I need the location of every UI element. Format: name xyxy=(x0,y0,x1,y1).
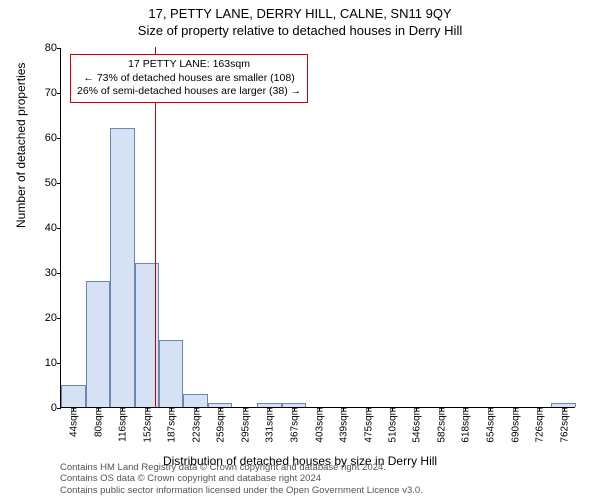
x-tick-label: 223sqm xyxy=(189,407,202,443)
histogram-bar xyxy=(257,403,282,408)
histogram-bar xyxy=(86,281,111,407)
footer-line-2: Contains OS data © Crown copyright and d… xyxy=(60,473,423,484)
x-tick-label: 295sqm xyxy=(238,407,251,443)
histogram-bar xyxy=(183,394,208,408)
y-tick-mark xyxy=(57,408,61,409)
histogram-bar xyxy=(282,403,307,408)
annotation-line-1: 17 PETTY LANE: 163sqm xyxy=(77,58,301,72)
x-tick-label: 80sqm xyxy=(91,407,104,437)
y-tick-mark xyxy=(57,228,61,229)
histogram-bar xyxy=(208,403,233,408)
x-tick-label: 116sqm xyxy=(116,407,129,442)
x-tick-label: 259sqm xyxy=(214,407,227,443)
footer-line-3: Contains public sector information licen… xyxy=(60,485,423,496)
histogram-bar xyxy=(551,403,576,408)
histogram-bar xyxy=(110,128,135,407)
x-tick-label: 618sqm xyxy=(459,407,472,443)
x-tick-label: 403sqm xyxy=(312,407,325,443)
annotation-line-2: ← 73% of detached houses are smaller (10… xyxy=(77,72,301,86)
x-tick-label: 726sqm xyxy=(533,407,546,443)
footer-attribution: Contains HM Land Registry data © Crown c… xyxy=(60,462,423,496)
page-title: 17, PETTY LANE, DERRY HILL, CALNE, SN11 … xyxy=(0,0,600,21)
y-tick-mark xyxy=(57,363,61,364)
y-axis-label: Number of detached properties xyxy=(14,63,28,228)
x-tick-label: 475sqm xyxy=(361,407,374,443)
y-tick-mark xyxy=(57,93,61,94)
y-tick-mark xyxy=(57,183,61,184)
x-tick-label: 44sqm xyxy=(67,407,80,437)
histogram-bar xyxy=(135,263,160,407)
x-tick-label: 152sqm xyxy=(141,407,154,443)
histogram-bar xyxy=(61,385,86,408)
x-tick-label: 331sqm xyxy=(263,407,276,443)
footer-line-1: Contains HM Land Registry data © Crown c… xyxy=(60,462,423,473)
x-tick-label: 367sqm xyxy=(287,407,300,443)
page-subtitle: Size of property relative to detached ho… xyxy=(0,21,600,38)
annotation-line-3: 26% of semi-detached houses are larger (… xyxy=(77,85,301,99)
y-tick-mark xyxy=(57,273,61,274)
x-tick-label: 582sqm xyxy=(434,407,447,443)
x-tick-label: 762sqm xyxy=(557,407,570,443)
y-tick-mark xyxy=(57,318,61,319)
x-tick-label: 546sqm xyxy=(410,407,423,443)
histogram-bar xyxy=(159,340,183,408)
annotation-box: 17 PETTY LANE: 163sqm ← 73% of detached … xyxy=(70,54,308,103)
x-tick-label: 654sqm xyxy=(483,407,496,443)
y-tick-mark xyxy=(57,48,61,49)
x-tick-label: 690sqm xyxy=(508,407,521,443)
y-tick-mark xyxy=(57,138,61,139)
x-tick-label: 510sqm xyxy=(385,407,398,443)
x-tick-label: 187sqm xyxy=(164,407,177,443)
x-tick-label: 439sqm xyxy=(337,407,350,443)
